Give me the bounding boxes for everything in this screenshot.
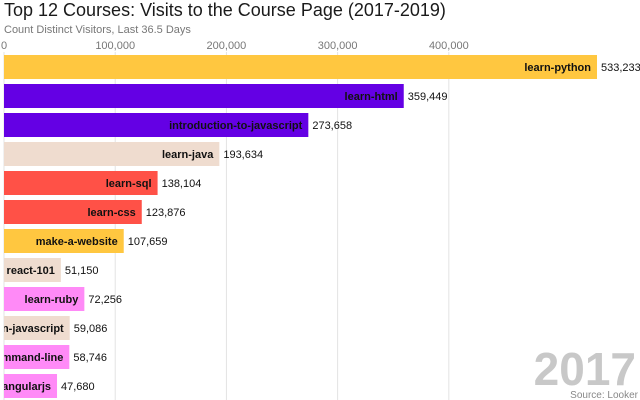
bar-group-introduction-to-javascript: introduction-to-javascript 273,658 (4, 113, 352, 137)
category-label: learn-the-command-line (0, 352, 63, 364)
bar-group-react-101: react-101 51,150 (4, 258, 99, 282)
bar (4, 316, 70, 340)
category-label: make-a-website (36, 236, 118, 248)
bar (4, 113, 309, 137)
bar (4, 142, 220, 166)
x-tick-label: 300,000 (318, 40, 358, 52)
bar (4, 84, 404, 108)
bar-group-learn-java: learn-java 193,634 (4, 142, 263, 166)
bar-group-learn-css: learn-css 123,876 (4, 200, 186, 224)
value-label: 107,659 (128, 236, 168, 248)
x-tick-label: 100,000 (95, 40, 135, 52)
x-tick-label: 200,000 (207, 40, 247, 52)
value-label: 359,449 (408, 91, 448, 103)
category-label: learn-ruby (25, 294, 80, 306)
category-label: introduction-to-javascript (169, 120, 303, 132)
chart-title: Top 12 Courses: Visits to the Course Pag… (4, 0, 446, 20)
category-label: learn-python (524, 62, 591, 74)
value-label: 138,104 (162, 178, 202, 190)
bar (4, 171, 158, 195)
value-label: 123,876 (146, 207, 186, 219)
bar-group-learn-sql: learn-sql 138,104 (4, 171, 201, 195)
bar-group-learn-the-command-line: learn-the-command-line 58,746 (0, 345, 107, 369)
value-label: 51,150 (65, 265, 99, 277)
value-label: 273,658 (312, 120, 352, 132)
value-label: 58,746 (73, 352, 107, 364)
value-label: 59,086 (74, 323, 108, 335)
category-label: learn-java (162, 149, 214, 161)
category-label: learn-css (87, 207, 135, 219)
bar-group-learn-html: learn-html 359,449 (4, 84, 448, 108)
value-label: 193,634 (223, 149, 263, 161)
bar (4, 200, 142, 224)
bar (4, 374, 58, 398)
category-label: learn-sql (106, 178, 152, 190)
bar (4, 345, 70, 369)
bar (4, 287, 85, 311)
x-tick-label: 0 (1, 40, 7, 52)
value-label: 72,256 (88, 294, 122, 306)
bar-group-learn-angularjs: learn-angularjs 47,680 (0, 374, 95, 398)
chart-subtitle: Count Distinct Visitors, Last 36.5 Days (4, 24, 191, 36)
value-label: 533,233 (601, 62, 640, 74)
bar (4, 55, 597, 79)
x-tick-label: 400,000 (429, 40, 469, 52)
bar-group-learn-python: learn-python 533,233 (4, 55, 640, 79)
bar-group-learn-ruby: learn-ruby 72,256 (4, 287, 122, 311)
bar-group-learn-javascript: learn-javascript 59,086 (0, 316, 108, 340)
source-note: Source: Looker (570, 390, 638, 400)
bar (4, 258, 61, 282)
category-label: learn-javascript (0, 323, 64, 335)
bar (4, 229, 124, 253)
value-label: 47,680 (61, 381, 95, 393)
category-label: learn-html (345, 91, 398, 103)
category-label: react-101 (7, 265, 55, 277)
year-watermark: 2017 (534, 343, 636, 395)
bar-group-make-a-website: make-a-website 107,659 (4, 229, 167, 253)
category-label: learn-angularjs (0, 381, 51, 393)
